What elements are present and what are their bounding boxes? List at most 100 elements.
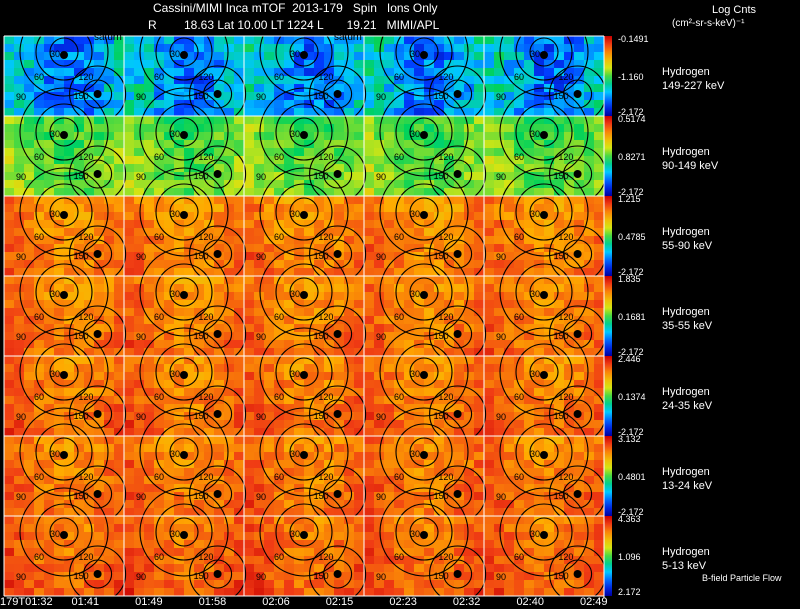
- flow-marker: [333, 330, 342, 338]
- contour-label: 120: [318, 552, 333, 562]
- saturn-marker: [60, 371, 68, 379]
- panel-energy-label: 5-13 keV: [662, 560, 707, 572]
- contour-label: 90: [16, 412, 26, 422]
- contour-label: 30: [410, 209, 420, 219]
- contour-label: 120: [198, 152, 213, 162]
- contour-label: 30: [170, 129, 180, 139]
- contour-label: 150: [194, 571, 209, 581]
- contour-label: 90: [136, 412, 146, 422]
- saturn-marker: [540, 131, 548, 139]
- saturn-marker: [420, 531, 428, 539]
- colorbar-units: (cm²-sr-s-keV)⁻¹: [672, 18, 745, 29]
- contour-label: 150: [74, 491, 89, 501]
- flow-marker: [213, 330, 222, 338]
- contour-label: 30: [410, 289, 420, 299]
- panel-species-label: Hydrogen: [662, 66, 710, 78]
- contour-label: 150: [434, 91, 449, 101]
- contour-label: 120: [438, 232, 453, 242]
- time-tick-label: 01:41: [71, 596, 100, 608]
- contour-label: 30: [290, 369, 300, 379]
- contour-label: 90: [136, 572, 146, 582]
- contour-label: 60: [274, 472, 284, 482]
- position-values: 18.63 Lat 10.00 LT 1224 L 19.21 MIMI/APL: [184, 18, 440, 32]
- contour-label: 90: [376, 492, 386, 502]
- saturn-marker: [540, 531, 548, 539]
- b-field-flow-legend: B-field Particle Flow: [702, 573, 782, 583]
- contour-label: 30: [170, 209, 180, 219]
- contour-label: 60: [514, 552, 524, 562]
- flow-marker: [93, 90, 102, 98]
- contour-label: 120: [438, 552, 453, 562]
- contour-label: 60: [394, 152, 404, 162]
- colorbar-tick: 4.363: [618, 514, 641, 524]
- saturn-marker: [60, 291, 68, 299]
- contour-label: 150: [194, 91, 209, 101]
- saturn-marker: [540, 211, 548, 219]
- colorbar-tick: -2.172: [618, 267, 644, 277]
- colorbar: [604, 356, 612, 436]
- contour-label: 90: [16, 492, 26, 502]
- flow-marker: [573, 330, 582, 338]
- saturn-marker: [420, 291, 428, 299]
- contour-label: 90: [256, 92, 266, 102]
- saturn-marker: [420, 51, 428, 59]
- contour-label: 30: [410, 49, 420, 59]
- contour-label: 120: [198, 72, 213, 82]
- panel-energy-label: 90-149 keV: [662, 160, 719, 172]
- flow-marker: [213, 250, 222, 258]
- contour-label: 60: [154, 72, 164, 82]
- flow-marker: [333, 250, 342, 258]
- flow-marker: [213, 170, 222, 178]
- colorbar-tick: 0.1681: [618, 312, 646, 322]
- saturn-marker: [420, 451, 428, 459]
- contour-label: 60: [34, 232, 44, 242]
- contour-label: 90: [136, 252, 146, 262]
- contour-label: 60: [154, 552, 164, 562]
- contour-label: 30: [410, 369, 420, 379]
- flow-marker: [573, 90, 582, 98]
- contour-label: 90: [376, 332, 386, 342]
- contour-label: 150: [434, 331, 449, 341]
- contour-label: 90: [136, 332, 146, 342]
- contour-label: 60: [394, 472, 404, 482]
- saturn-marker: [60, 211, 68, 219]
- colorbar-tick: 0.4801: [618, 472, 646, 482]
- contour-label: 60: [394, 552, 404, 562]
- panel-7: 30 60 90 120 150 30 60 90 120 150 30 60 90 120 150 30 60…: [3, 487, 607, 603]
- colorbar-tick: 1.096: [618, 552, 641, 562]
- contour-label: 120: [438, 72, 453, 82]
- panel-species-label: Hydrogen: [662, 386, 710, 398]
- contour-label: 150: [194, 331, 209, 341]
- contour-label: 120: [198, 312, 213, 322]
- saturn-marker: [60, 531, 68, 539]
- contour-label: 150: [314, 571, 329, 581]
- contour-label: 90: [256, 492, 266, 502]
- contour-label: 120: [558, 392, 573, 402]
- flow-marker: [453, 170, 462, 178]
- contour-label: 120: [558, 232, 573, 242]
- time-tick-label: 01:58: [198, 596, 227, 608]
- flow-marker: [93, 330, 102, 338]
- colorbar-tick: -2.172: [618, 187, 644, 197]
- contour-label: 90: [496, 252, 506, 262]
- flow-marker: [453, 490, 462, 498]
- contour-label: 30: [50, 449, 60, 459]
- contour-label: 120: [198, 392, 213, 402]
- colorbar-tick: 1.835: [618, 274, 641, 284]
- flow-marker: [453, 250, 462, 258]
- contour-label: 30: [290, 449, 300, 459]
- contour-label: 120: [198, 232, 213, 242]
- flow-marker: [213, 410, 222, 418]
- flow-marker: [453, 410, 462, 418]
- contour-label: 90: [16, 252, 26, 262]
- contour-label: 30: [170, 49, 180, 59]
- contour-label: 90: [496, 172, 506, 182]
- flow-marker: [453, 570, 462, 578]
- contour-label: 60: [274, 232, 284, 242]
- colorbar-tick: 1.215: [618, 194, 641, 204]
- colorbar-tick: 2.446: [618, 354, 641, 364]
- contour-label: 150: [314, 251, 329, 261]
- panel-species-label: Hydrogen: [662, 546, 710, 558]
- colorbar-tick: 3.132: [618, 434, 641, 444]
